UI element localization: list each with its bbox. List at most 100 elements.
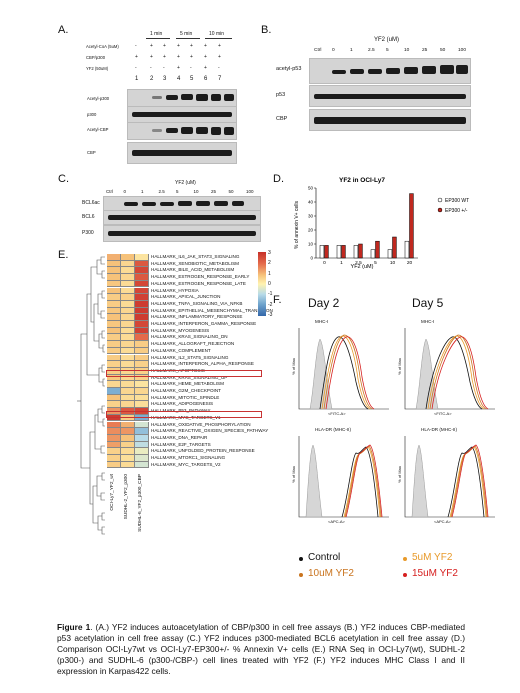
legend-label: EP300 WT — [445, 198, 469, 204]
treatment-mark: - — [218, 65, 220, 71]
heatmap-cell — [121, 421, 135, 429]
conc-label: 0 — [123, 189, 127, 194]
bar-wt — [370, 249, 376, 259]
heatmap-cell — [107, 354, 121, 362]
heatmap-row-label: HALLMARK_ESTROGEN_RESPONSE_LATE — [151, 280, 246, 286]
heatmap-cell — [121, 294, 135, 301]
legend-dot-5um — [403, 557, 407, 561]
heatmap-row-label: HALLMARK_MITOTIC_SPINDLE — [151, 394, 220, 400]
heatmap-cell — [121, 341, 135, 348]
treatment-mark: - — [163, 65, 165, 71]
legend-5um: 5uM YF2 — [412, 552, 453, 563]
heatmap-cell — [121, 260, 135, 268]
conc-label: 1 — [141, 189, 144, 194]
blot-label-p300-c: P300 — [82, 230, 94, 236]
treatment-mark: + — [150, 54, 153, 60]
blot-label-cbp: CBP — [87, 150, 96, 155]
heatmap-cell — [107, 441, 121, 449]
heatmap-cell — [107, 381, 121, 388]
heatmap-cell — [135, 334, 149, 342]
conc-label: Ctrl — [314, 48, 322, 53]
yf2-10um-histogram — [344, 445, 382, 518]
blot-acetyl-p300 — [127, 89, 237, 107]
heatmap-row: HALLMARK_G2M_CHECKPOINT — [107, 388, 287, 395]
heatmap-row-label: HALLMARK_IL6_JAK_STAT3_SIGNALING — [151, 254, 240, 259]
heatmap-row-label: HALLMARK_HEME_METABOLISM — [151, 381, 224, 387]
heatmap-cell — [107, 294, 121, 301]
panel-d-label: D. — [273, 173, 284, 185]
heatmap-cell — [121, 307, 135, 315]
heatmap-row-label: HALLMARK_UNFOLDED_PROTEIN_RESPONSE — [151, 448, 255, 454]
heatmap-cell — [121, 434, 135, 442]
treatment-mark: - — [150, 65, 152, 71]
lane-number: 5 — [190, 76, 194, 82]
heatmap-cell — [107, 421, 121, 429]
heatmap-row-label: HALLMARK_P53_PATHWAY — [151, 408, 211, 414]
treatment-mark: + — [204, 43, 207, 49]
blot-label-p300: p300 — [87, 112, 97, 117]
row-label-cbp-p300: CBP/p300 — [86, 55, 106, 60]
heatmap-cell — [107, 347, 121, 355]
blot-cbp — [127, 142, 237, 164]
heatmap-row-label: HALLMARK_INTERFERON_ALPHA_RESPONSE — [151, 361, 254, 367]
blot-label-bcl6ac: BCL6ac — [82, 200, 100, 206]
yf2-5um-histogram — [321, 335, 371, 410]
heatmap-cell — [107, 388, 121, 395]
treatment-mark: + — [163, 54, 166, 60]
control-histogram — [425, 336, 483, 410]
heatmap-cell — [121, 327, 135, 335]
heatmap-cell — [135, 354, 149, 362]
legend-10um: 10uM YF2 — [308, 568, 354, 579]
bar-wt — [387, 249, 393, 259]
heatmap-row: HALLMARK_IL6_JAK_STAT3_SIGNALING — [107, 254, 287, 261]
figure-caption: Figure 1. (A.) YF2 induces autoacetylati… — [57, 622, 465, 677]
flow-plot-ylabel: % of Max — [396, 358, 402, 375]
isotype-histogram — [411, 444, 429, 518]
conc-label: 5 — [386, 48, 389, 53]
heatmap-cell — [135, 401, 149, 409]
yf2-10um-histogram — [429, 334, 487, 410]
legend-marker — [437, 197, 443, 203]
heatmap-row-label: HALLMARK_G2M_CHECKPOINT — [151, 388, 221, 393]
heatmap-cell — [107, 300, 121, 308]
legend-label: EP300 +/- — [445, 208, 468, 214]
heatmap-column-label: OCI-Ly7_YF2_wt — [110, 474, 115, 511]
heatmap-cell — [121, 274, 135, 281]
flow-plot-title: MHC-I — [315, 319, 329, 324]
conc-label: 100 — [246, 189, 254, 194]
heatmap-cell — [135, 448, 149, 455]
blot-label-acetyl-p300: Acetyl-p300 — [87, 96, 110, 101]
bar-het — [409, 193, 414, 259]
heatmap-row: HALLMARK_OXIDATIVE_PHOSPHORYLATION — [107, 421, 287, 429]
heatmap-cell — [121, 381, 135, 388]
conc-label: 2.5 — [368, 48, 375, 53]
heatmap-row: HALLMARK_IL2_STAT5_SIGNALING — [107, 354, 287, 362]
panel-f-label: F. — [273, 294, 282, 306]
flow-histogram — [404, 436, 495, 518]
heatmap-row-label: HALLMARK_KRAS_SIGNALING_DN — [151, 334, 228, 340]
flow-plot-title: HLA-DR (MHC-II) — [421, 427, 457, 432]
heatmap-cell — [121, 287, 135, 295]
heatmap-cell — [135, 441, 149, 449]
heatmap-cell — [107, 428, 121, 435]
blot-label-p53: p53 — [276, 92, 286, 98]
yf2-10um-histogram — [323, 334, 373, 410]
heatmap-row-label: HALLMARK_ALLOGRAFT_REJECTION — [151, 341, 235, 347]
heatmap-cell — [121, 314, 135, 321]
heatmap-cell — [121, 448, 135, 455]
control-histogram — [447, 446, 485, 518]
bar-wt — [404, 240, 410, 259]
heatmap-cell — [107, 274, 121, 281]
day2-label: Day 2 — [308, 296, 340, 310]
conc-label: 0 — [332, 48, 335, 53]
treatment-mark: + — [177, 43, 180, 49]
flow-axis — [404, 436, 495, 518]
color-scale-label: 1 — [268, 270, 271, 277]
heatmap-row-label: HALLMARK_E2F_TARGETS — [151, 441, 211, 447]
heatmap-cell — [135, 294, 149, 301]
treatment-mark: + — [190, 54, 193, 60]
treatment-mark: + — [218, 54, 221, 60]
heatmap-cell — [135, 341, 149, 348]
yf2-15um-histogram — [325, 336, 375, 410]
heatmap-row-label: HALLMARK_INFLAMMATORY_RESPONSE — [151, 314, 243, 320]
